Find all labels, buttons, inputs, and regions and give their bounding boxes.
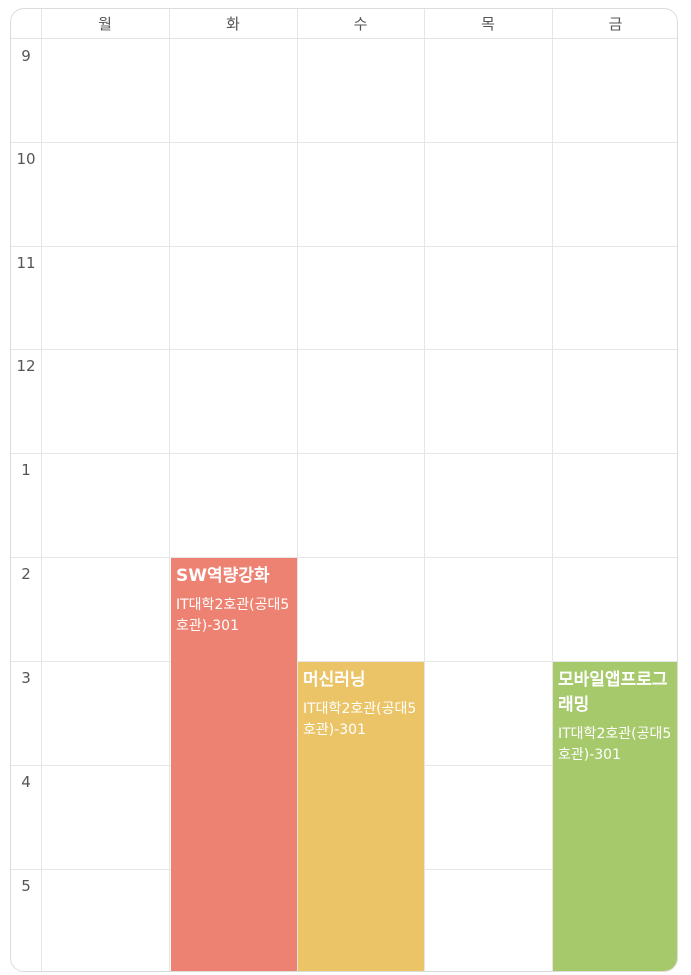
hour-separator [11, 557, 41, 558]
course-title: 머신러닝 [303, 670, 366, 690]
day-header-fri: 금 [552, 9, 677, 39]
grid-hline [41, 142, 677, 143]
hour-label-10: 10 [16, 150, 36, 168]
course-title: 모바일앱프로그래밍 [558, 670, 668, 715]
hour-separator [11, 869, 41, 870]
grid-vline [41, 9, 42, 971]
course-room: IT대학2호관(공대5호관)-301 [176, 597, 290, 634]
grid-vline [169, 9, 170, 971]
day-header-thu: 목 [424, 9, 552, 39]
course-block-mobile[interactable]: 모바일앱프로그래밍 IT대학2호관(공대5호관)-301 [553, 662, 677, 971]
grid-vline [297, 9, 298, 971]
hour-separator [11, 349, 41, 350]
hour-label-12: 12 [16, 357, 36, 375]
grid-hline [41, 557, 677, 558]
hour-separator [11, 661, 41, 662]
hour-label-4: 4 [21, 773, 31, 791]
timetable: 월 화 수 목 금 9 10 11 12 1 2 3 4 5 SW역량강화 IT… [10, 8, 678, 972]
hour-separator [11, 453, 41, 454]
course-room: IT대학2호관(공대5호관)-301 [558, 726, 672, 763]
grid-vline [552, 9, 553, 971]
hour-label-3: 3 [21, 669, 31, 687]
hour-label-11: 11 [16, 254, 36, 272]
hour-separator [11, 246, 41, 247]
course-title: SW역량강화 [176, 566, 270, 586]
grid-hline [41, 453, 677, 454]
hour-label-5: 5 [21, 877, 31, 895]
grid-hline [41, 661, 677, 662]
hour-separator [11, 765, 41, 766]
hour-label-9: 9 [21, 47, 31, 65]
day-header-wed: 수 [297, 9, 424, 39]
grid-vline [424, 9, 425, 971]
day-header-mon: 월 [41, 9, 169, 39]
course-room: IT대학2호관(공대5호관)-301 [303, 701, 417, 738]
grid-hline [41, 246, 677, 247]
hour-label-1: 1 [21, 461, 31, 479]
hour-separator [11, 142, 41, 143]
hour-label-2: 2 [21, 565, 31, 583]
day-header-tue: 화 [169, 9, 297, 39]
course-block-ml[interactable]: 머신러닝 IT대학2호관(공대5호관)-301 [298, 662, 424, 971]
course-block-sw[interactable]: SW역량강화 IT대학2호관(공대5호관)-301 [171, 558, 297, 971]
timetable-corner [11, 9, 41, 39]
grid-hline [41, 349, 677, 350]
